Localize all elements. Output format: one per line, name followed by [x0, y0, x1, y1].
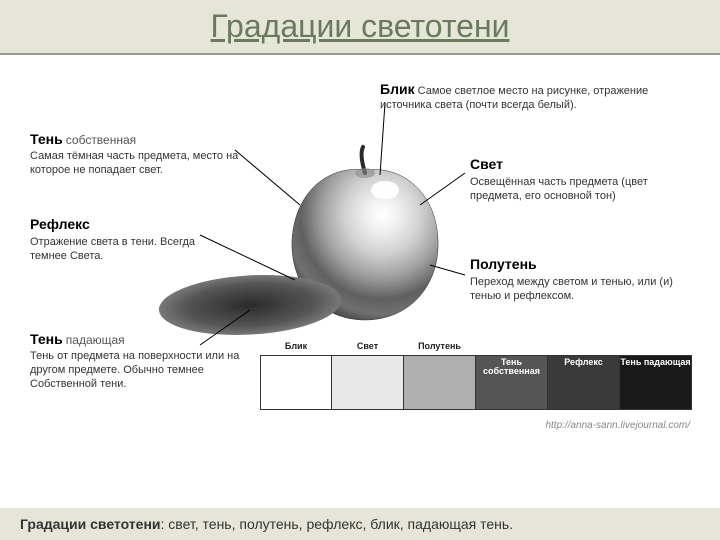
desc-ten-pad: Тень от предмета на поверхности или на д… — [30, 350, 239, 391]
swatch-svet: Свет — [332, 355, 404, 410]
swatch-refleks: Рефлекс — [548, 355, 620, 410]
swatch-label-poluten: Полутень — [404, 342, 475, 351]
source-url: http://anna-sann.livejournal.com/ — [545, 420, 690, 431]
footer-bar: Градации светотени: свет, тень, полутень… — [0, 508, 720, 540]
term-blik: Блик — [380, 81, 415, 97]
swatch-label-ten-pad: Тень падающая — [620, 358, 691, 367]
term-ten-sobst: Тень — [30, 131, 63, 147]
swatch-ten-sobst: Тень собственная — [476, 355, 548, 410]
swatch-label-svet: Свет — [332, 342, 403, 351]
footer-rest: : свет, тень, полутень, рефлекс, блик, п… — [161, 516, 514, 532]
swatch-label-refleks: Рефлекс — [548, 358, 619, 367]
label-ten-padayushchaya: Тень падающая Тень от предмета на поверх… — [30, 330, 260, 391]
footer-bold: Градации светотени — [20, 516, 161, 532]
swatch-ten-pad: Тень падающая — [620, 355, 692, 410]
label-blik: Блик Самое светлое место на рисунке, отр… — [380, 80, 700, 113]
title-bar: Градации светотени — [0, 0, 720, 55]
swatch-label-ten-sobst: Тень собственная — [476, 358, 547, 376]
label-svet: Свет Освещённая часть предмета (цвет пре… — [470, 155, 700, 204]
swatch-label-blik: Блик — [261, 342, 331, 351]
page-title: Градации светотени — [0, 8, 720, 45]
label-poluten: Полутень Переход между светом и тенью, и… — [470, 255, 700, 304]
term-poluten: Полутень — [470, 255, 700, 273]
swatch-poluten: Полутень — [404, 355, 476, 410]
desc-refleks: Отражение света в тени. Всегда темнее Св… — [30, 236, 195, 262]
term-refleks: Рефлекс — [30, 215, 230, 233]
desc-ten-sobst: Самая тёмная часть предмета, место на ко… — [30, 150, 238, 176]
label-refleks: Рефлекс Отражение света в тени. Всегда т… — [30, 215, 230, 264]
swatch-blik: Блик — [260, 355, 332, 410]
diagram-area: Блик Самое светлое место на рисунке, отр… — [0, 55, 720, 495]
sub-ten-pad: падающая — [66, 333, 125, 347]
desc-blik: Самое светлое место на рисунке, отражени… — [380, 85, 648, 111]
sub-ten-sobst: собственная — [66, 133, 136, 147]
value-swatches: Блик Свет Полутень Тень собственная Рефл… — [260, 355, 692, 410]
term-svet: Свет — [470, 155, 700, 173]
desc-svet: Освещённая часть предмета (цвет предмета… — [470, 176, 648, 202]
label-ten-sobstvennaya: Тень собственная Самая тёмная часть пред… — [30, 130, 250, 177]
term-ten-pad: Тень — [30, 331, 63, 347]
desc-poluten: Переход между светом и тенью, или (и) те… — [470, 276, 673, 302]
